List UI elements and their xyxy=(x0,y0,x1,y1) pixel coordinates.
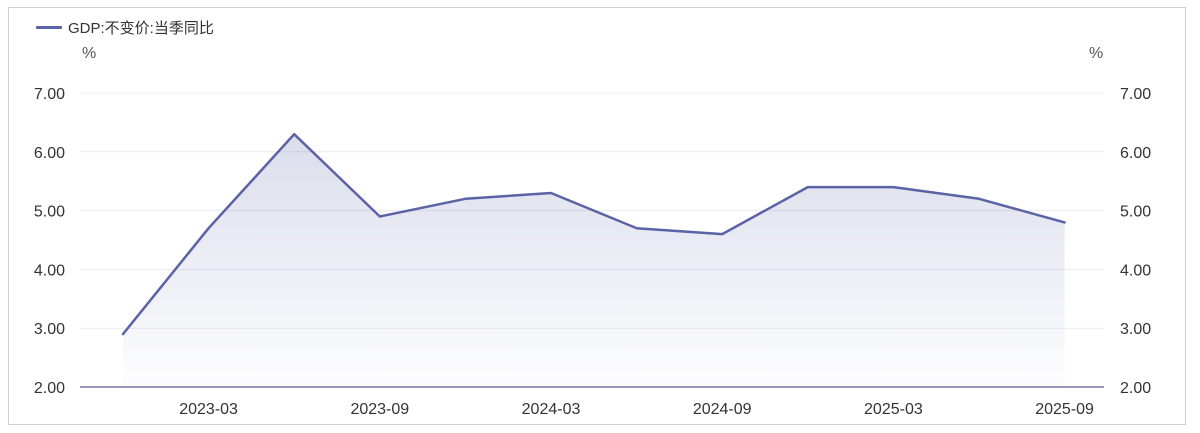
y-tick-label-right: 5.00 xyxy=(1120,204,1151,221)
y-tick-label-right: 2.00 xyxy=(1120,380,1151,397)
data-point xyxy=(1063,221,1066,224)
y-tick-label-left: 3.00 xyxy=(34,321,65,338)
legend-line-swatch xyxy=(36,26,62,29)
x-tick-label: 2024-09 xyxy=(693,401,752,418)
y-tick-label-left: 7.00 xyxy=(34,86,65,103)
y-tick-label-left: 4.00 xyxy=(34,262,65,279)
right-axis-unit: % xyxy=(1089,45,1104,62)
legend-label: GDP:不变价:当季同比 xyxy=(68,20,214,37)
data-point xyxy=(293,133,296,136)
x-tick-label: 2025-03 xyxy=(864,401,923,418)
data-point xyxy=(550,191,553,194)
x-tick-label: 2025-09 xyxy=(1035,401,1094,418)
y-tick-label-left: 6.00 xyxy=(34,145,65,162)
data-point xyxy=(378,215,381,218)
y-tick-label-right: 3.00 xyxy=(1120,321,1151,338)
data-point xyxy=(806,186,809,189)
legend[interactable]: GDP:不变价:当季同比 xyxy=(36,17,214,38)
data-point xyxy=(464,197,467,200)
series-line xyxy=(121,132,1066,336)
data-point xyxy=(207,227,210,230)
x-tick-label: 2023-09 xyxy=(350,401,409,418)
x-tick-label: 2023-03 xyxy=(179,401,238,418)
y-tick-label-left: 2.00 xyxy=(34,380,65,397)
data-point xyxy=(978,197,981,200)
x-tick-label: 2024-03 xyxy=(522,401,581,418)
data-point xyxy=(635,227,638,230)
y-tick-label-right: 4.00 xyxy=(1120,262,1151,279)
y-tick-label-right: 7.00 xyxy=(1120,86,1151,103)
data-point xyxy=(122,333,125,336)
left-axis-unit: % xyxy=(82,45,97,62)
y-tick-label-right: 6.00 xyxy=(1120,145,1151,162)
data-point xyxy=(892,186,895,189)
data-point xyxy=(721,233,724,236)
y-tick-label-left: 5.00 xyxy=(34,204,65,221)
series-area xyxy=(123,134,1065,387)
